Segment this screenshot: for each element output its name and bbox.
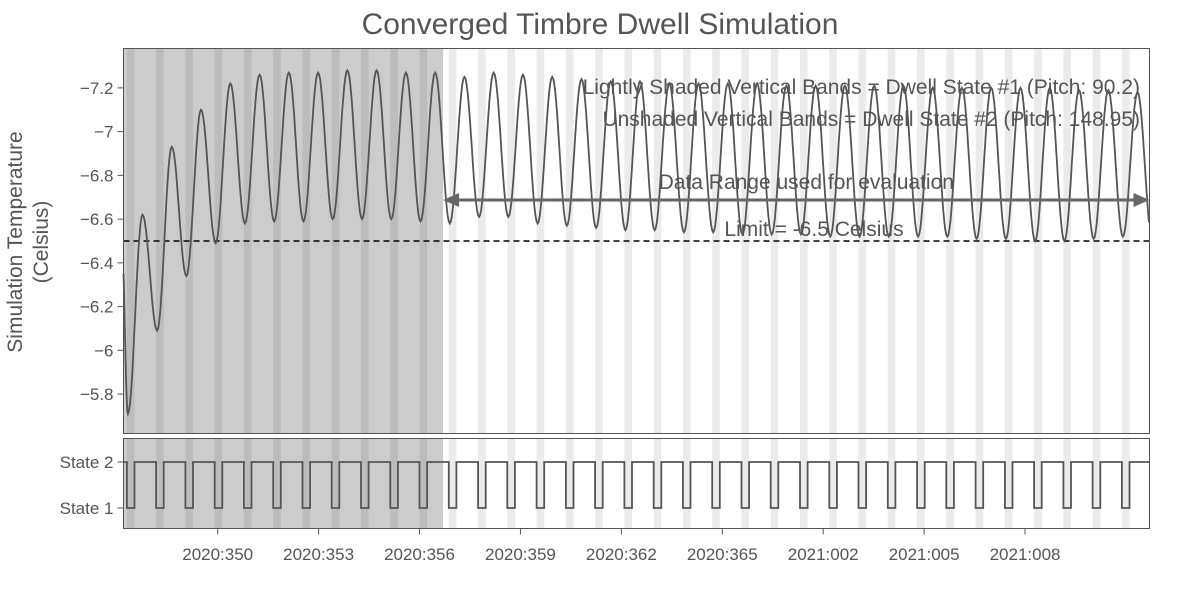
dwell-band-main-1 <box>156 48 164 434</box>
dwell-band-state-33 <box>1092 438 1101 529</box>
dwell-band-state-5 <box>273 438 281 529</box>
dwell-band-state-30 <box>1004 438 1013 529</box>
dwell-band-state-4 <box>243 438 252 529</box>
dwell-band-state-10 <box>419 438 428 529</box>
dwell-band-state-32 <box>1063 438 1071 529</box>
y-tick-label-6: −7 <box>94 123 113 142</box>
y-axis-label-line-1: Simulation Temperature <box>4 131 27 352</box>
dwell-band-state-24 <box>829 438 837 529</box>
limit-label: Limit = -6.5 Celsius <box>724 218 903 241</box>
dwell-band-state-0 <box>126 438 135 529</box>
x-tick-label-7: 2021:005 <box>889 545 960 564</box>
dwell-band-main-24 <box>829 48 837 434</box>
x-axis-ticks: 2020:350 2020:353 2020:356 2020:359 2020:362… <box>182 528 1061 564</box>
dwell-band-main-14 <box>536 48 545 434</box>
dwell-band-main-15 <box>565 48 574 434</box>
y-axis-label: Simulation Temperature (Celsius) <box>4 131 53 352</box>
dwell-band-main-11 <box>448 48 457 434</box>
state-panel-shaded-region <box>123 438 444 529</box>
series-line-temperature <box>122 68 1150 417</box>
state-tick-label-1: State 1 <box>60 499 114 518</box>
dwell-band-state-2 <box>185 438 194 529</box>
dwell-band-state-25 <box>858 438 867 529</box>
dwell-band-state-23 <box>799 438 808 529</box>
dwell-band-state-14 <box>536 438 545 529</box>
x-tick-label-8: 2021:008 <box>990 545 1061 564</box>
dwell-band-state-29 <box>975 438 984 529</box>
evaluation-range-label: Data Range used for evaluation <box>659 171 954 194</box>
y-tick-label-3: −6.4 <box>80 254 114 273</box>
dwell-band-state-12 <box>478 438 486 529</box>
annotation-state-2: Unshaded Vertical Bands = Dwell State #2… <box>602 108 1140 131</box>
dwell-band-state-16 <box>595 438 603 529</box>
evaluation-range-arrow <box>443 193 1150 207</box>
dwell-band-state-26 <box>887 438 896 529</box>
dwell-band-state-21 <box>741 438 750 529</box>
dwell-band-main-10 <box>419 48 428 434</box>
state-line <box>123 461 1150 509</box>
dwell-band-state-31 <box>1034 438 1042 529</box>
dwell-band-state-1 <box>156 438 164 529</box>
y-tick-label-0: −5.8 <box>80 385 114 404</box>
dwell-band-state-34 <box>1121 438 1130 529</box>
dwell-band-state-13 <box>507 438 515 529</box>
y-axis-label-line-2: (Celsius) <box>30 201 53 284</box>
dwell-band-state-9 <box>390 438 398 529</box>
dwell-band-state-17 <box>624 438 632 529</box>
dwell-band-state-20 <box>712 438 720 529</box>
dwell-band-state-3 <box>214 438 223 529</box>
dwell-band-state-6 <box>302 438 311 529</box>
dwell-band-state-7 <box>331 438 340 529</box>
state-panel-bands <box>126 438 1130 529</box>
y-tick-label-2: −6.2 <box>80 298 114 317</box>
dwell-band-state-22 <box>770 438 779 529</box>
y-tick-label-5: −6.8 <box>80 166 114 185</box>
dwell-band-main-0 <box>126 48 135 434</box>
range-arrow-head-right <box>1133 193 1150 207</box>
x-tick-label-5: 2020:365 <box>687 545 758 564</box>
dwell-band-state-28 <box>946 438 954 529</box>
range-arrow-head-left <box>443 193 460 207</box>
dwell-band-main-28 <box>946 48 954 434</box>
annotation-state-1: Lightly Shaded Vertical Bands = Dwell St… <box>583 76 1140 99</box>
dwell-band-main-27 <box>917 48 925 434</box>
state-tick-label-0: State 2 <box>60 453 114 472</box>
dwell-band-main-25 <box>858 48 867 434</box>
dwell-band-main-12 <box>478 48 486 434</box>
dwell-band-main-13 <box>507 48 515 434</box>
y-tick-label-7: −7.2 <box>80 79 114 98</box>
dwell-band-state-18 <box>653 438 662 529</box>
dwell-band-state-27 <box>917 438 925 529</box>
state-panel-frame <box>123 438 1150 529</box>
dwell-band-state-15 <box>565 438 574 529</box>
x-tick-label-1: 2020:353 <box>283 545 354 564</box>
state-axis-ticks: State 2 State 1 <box>60 453 124 518</box>
y-tick-label-1: −6 <box>94 341 113 360</box>
x-tick-label-3: 2020:359 <box>485 545 556 564</box>
y-axis-ticks: −5.8 −6 −6.2 −6.4 −6.6 −6.8 −7 −7.2 <box>80 79 124 404</box>
dwell-band-state-11 <box>448 438 457 529</box>
main-panel-frame <box>123 48 1150 434</box>
dwell-band-state-19 <box>682 438 691 529</box>
x-tick-label-0: 2020:350 <box>182 545 253 564</box>
dwell-band-main-26 <box>887 48 896 434</box>
dwell-band-state-8 <box>360 438 369 529</box>
x-tick-label-2: 2020:356 <box>384 545 455 564</box>
x-tick-label-4: 2020:362 <box>586 545 657 564</box>
chart-title: Converged Timbre Dwell Simulation <box>362 8 839 41</box>
y-tick-label-4: −6.6 <box>80 210 114 229</box>
x-tick-label-6: 2021:002 <box>788 545 859 564</box>
